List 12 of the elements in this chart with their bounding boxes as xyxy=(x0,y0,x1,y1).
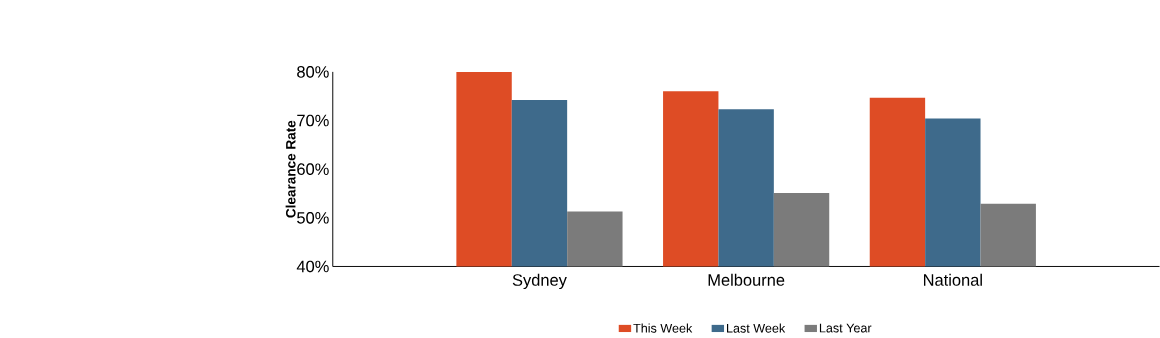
legend-label: This Week xyxy=(633,323,693,333)
x-tick-label: Sydney xyxy=(512,273,567,290)
x-tick-label: National xyxy=(923,273,982,286)
y-tick-label: 80% xyxy=(297,66,329,78)
y-axis-title: Clearance Rate xyxy=(285,120,296,218)
legend-label: Last Year xyxy=(819,323,872,333)
y-tick-label: 40% xyxy=(296,260,329,273)
y-tick-label: 60% xyxy=(297,163,329,176)
y-tick-label: 70% xyxy=(297,114,329,127)
y-tick-label: 50% xyxy=(297,212,329,224)
x-tick-label: Melbourne xyxy=(708,273,785,286)
legend-label: Last Week xyxy=(727,323,786,333)
